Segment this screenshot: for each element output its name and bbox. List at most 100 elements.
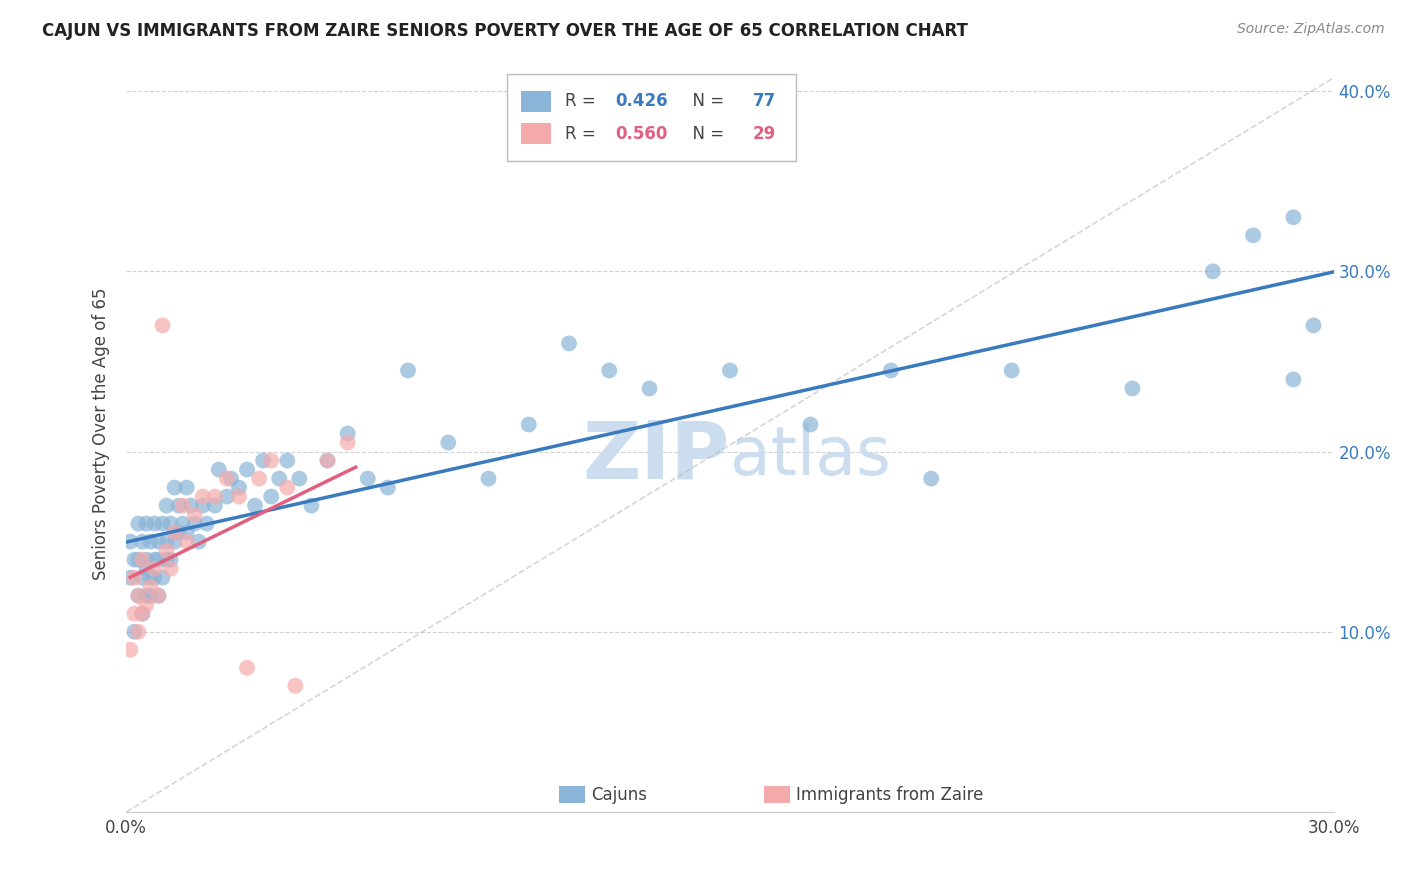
Point <box>558 336 581 351</box>
Point <box>284 679 307 693</box>
Point <box>191 490 214 504</box>
Point <box>176 534 198 549</box>
Point <box>236 462 259 476</box>
FancyBboxPatch shape <box>558 786 585 803</box>
Point <box>243 499 266 513</box>
Point <box>260 490 283 504</box>
Point <box>143 571 166 585</box>
Point <box>127 624 149 639</box>
Point <box>316 453 339 467</box>
Point <box>127 589 149 603</box>
Point <box>143 552 166 566</box>
Point <box>517 417 540 432</box>
Point <box>228 481 250 495</box>
Point <box>131 607 153 621</box>
Point <box>167 525 190 540</box>
Point <box>148 589 170 603</box>
Point <box>920 472 942 486</box>
Point <box>477 472 499 486</box>
Point <box>252 453 274 467</box>
Point <box>172 516 194 531</box>
Text: N =: N = <box>682 92 730 111</box>
Point <box>377 481 399 495</box>
Point <box>131 607 153 621</box>
Point <box>152 516 174 531</box>
Point <box>155 543 177 558</box>
FancyBboxPatch shape <box>522 123 551 145</box>
Text: ZIP: ZIP <box>582 417 730 495</box>
Point <box>152 318 174 333</box>
Point <box>135 562 157 576</box>
Point <box>191 499 214 513</box>
Point <box>215 472 238 486</box>
Point <box>336 435 359 450</box>
Point <box>269 472 291 486</box>
Point <box>120 571 142 585</box>
Point <box>159 562 181 576</box>
Text: CAJUN VS IMMIGRANTS FROM ZAIRE SENIORS POVERTY OVER THE AGE OF 65 CORRELATION CH: CAJUN VS IMMIGRANTS FROM ZAIRE SENIORS P… <box>42 22 969 40</box>
Text: Source: ZipAtlas.com: Source: ZipAtlas.com <box>1237 22 1385 37</box>
Text: Immigrants from Zaire: Immigrants from Zaire <box>796 786 984 805</box>
Point <box>1302 318 1324 333</box>
Point <box>1001 363 1024 377</box>
Point <box>131 552 153 566</box>
Point <box>316 453 339 467</box>
Point <box>396 363 419 377</box>
Text: 77: 77 <box>752 92 776 111</box>
Point <box>180 499 202 513</box>
Text: N =: N = <box>682 125 730 143</box>
Point <box>219 472 242 486</box>
Point <box>135 589 157 603</box>
Point <box>167 499 190 513</box>
Point <box>204 499 226 513</box>
Point <box>208 462 231 476</box>
Point <box>143 562 166 576</box>
Point <box>143 516 166 531</box>
Point <box>176 481 198 495</box>
Point <box>187 534 209 549</box>
Point <box>159 516 181 531</box>
Point <box>155 552 177 566</box>
Point <box>228 490 250 504</box>
Text: 29: 29 <box>752 125 776 143</box>
Point <box>124 624 146 639</box>
Point <box>139 589 162 603</box>
Text: Cajuns: Cajuns <box>591 786 647 805</box>
Point <box>127 589 149 603</box>
Point <box>139 534 162 549</box>
Point <box>195 516 218 531</box>
Point <box>1202 264 1225 278</box>
Y-axis label: Seniors Poverty Over the Age of 65: Seniors Poverty Over the Age of 65 <box>93 287 110 580</box>
Point <box>131 571 153 585</box>
Point <box>336 426 359 441</box>
Point <box>276 481 298 495</box>
Point <box>437 435 460 450</box>
Point <box>135 516 157 531</box>
Point <box>176 525 198 540</box>
FancyBboxPatch shape <box>522 91 551 112</box>
Text: R =: R = <box>565 92 600 111</box>
Point <box>1282 372 1305 386</box>
Point <box>148 552 170 566</box>
Point <box>260 453 283 467</box>
Point <box>1241 228 1264 243</box>
Point <box>638 382 661 396</box>
Point <box>120 642 142 657</box>
Point <box>135 552 157 566</box>
Point <box>127 552 149 566</box>
Point <box>247 472 270 486</box>
Point <box>163 481 186 495</box>
Point <box>155 499 177 513</box>
Point <box>1121 382 1143 396</box>
Point <box>131 534 153 549</box>
Point <box>152 571 174 585</box>
Text: 0.426: 0.426 <box>616 92 668 111</box>
Text: 0.560: 0.560 <box>616 125 668 143</box>
Point <box>172 499 194 513</box>
Point <box>598 363 620 377</box>
Point <box>155 534 177 549</box>
Text: R =: R = <box>565 125 600 143</box>
Point <box>357 472 380 486</box>
Point <box>276 453 298 467</box>
FancyBboxPatch shape <box>506 74 796 161</box>
